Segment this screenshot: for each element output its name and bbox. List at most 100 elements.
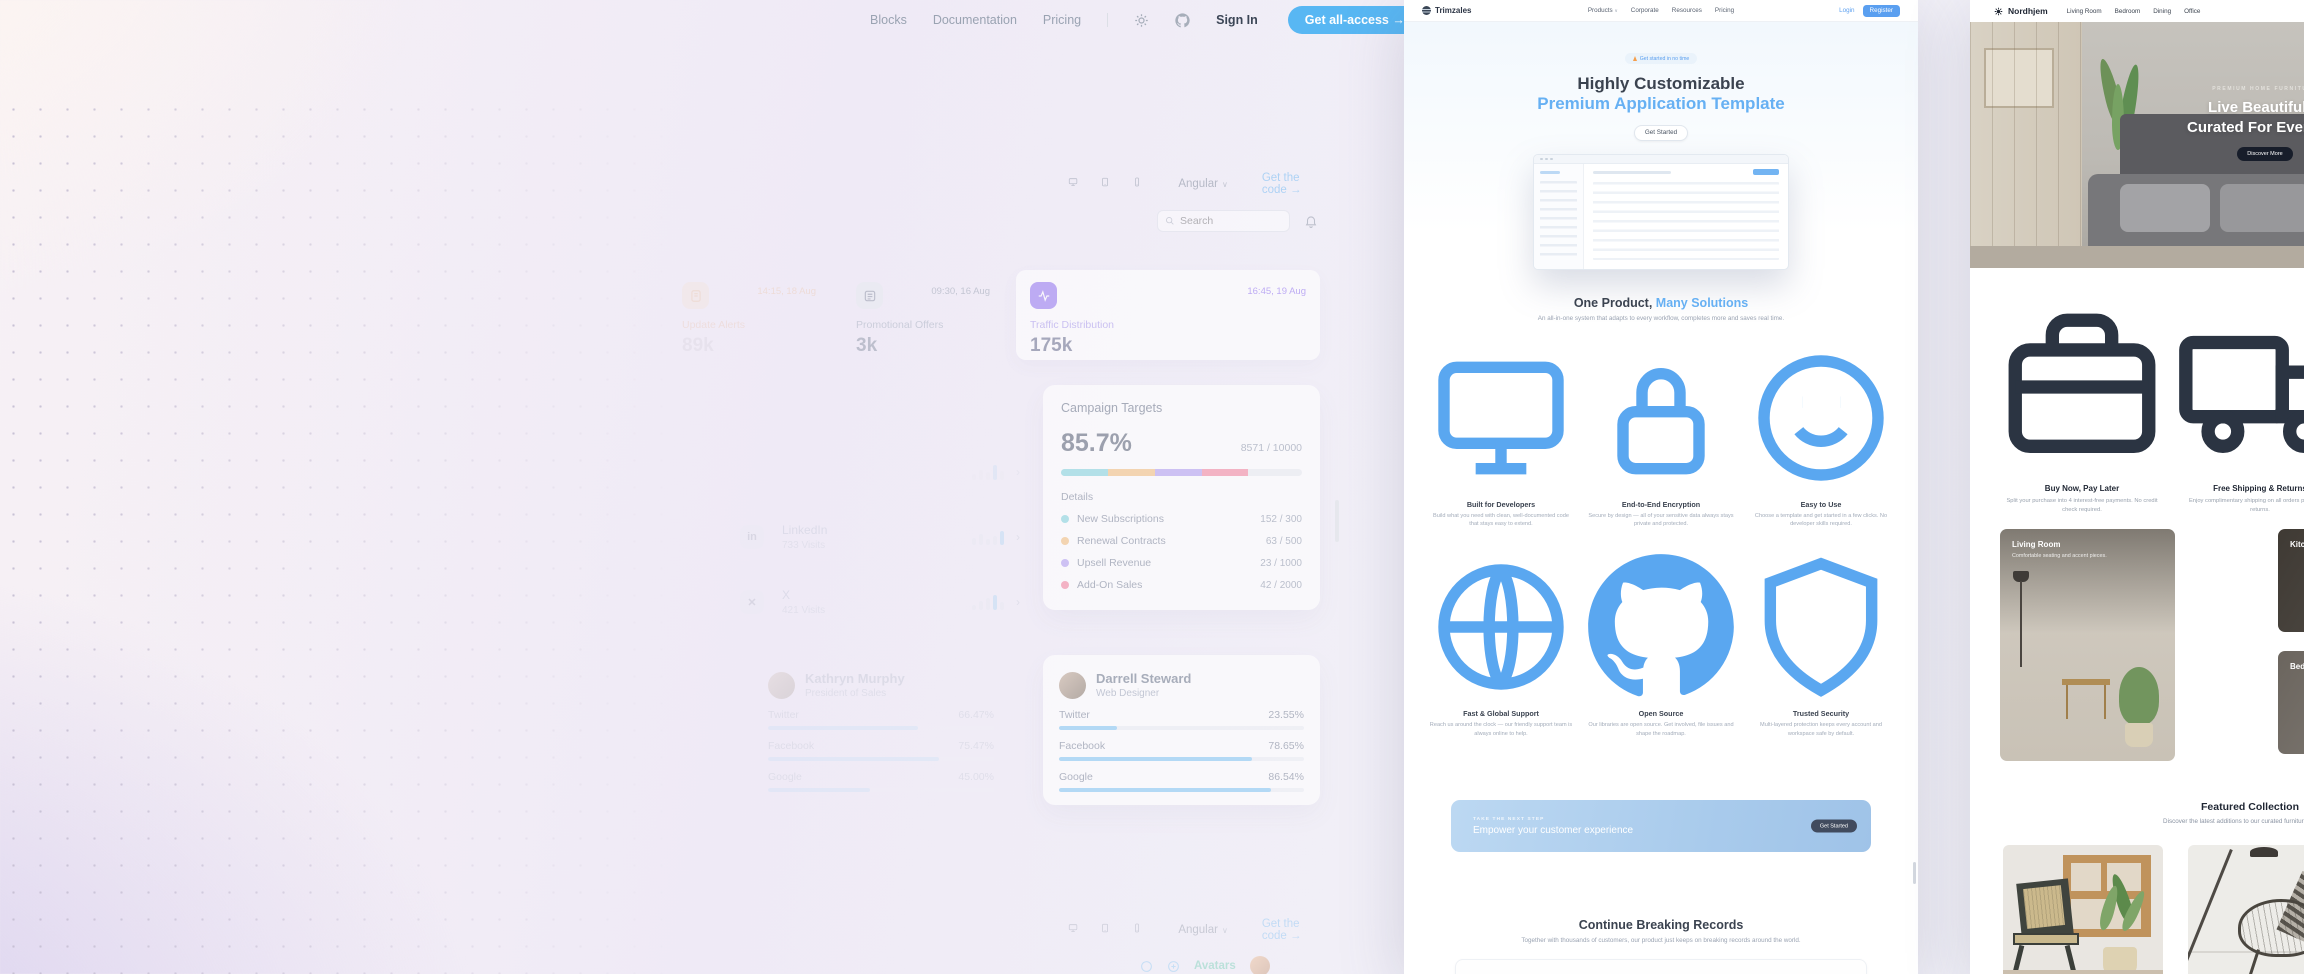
- circle-icon: [1140, 960, 1153, 973]
- product-image: [2003, 844, 2163, 974]
- hero-badge[interactable]: Get started in no time: [1624, 53, 1698, 64]
- get-the-code-link[interactable]: Get the code →: [1261, 172, 1302, 196]
- nav-pricing[interactable]: Pricing: [1042, 13, 1082, 27]
- template-preview-trimzales: Trimzales Products ∨ Corporate Resources…: [1404, 0, 1918, 974]
- app-sidebar-skeleton: [1534, 163, 1584, 269]
- register-button[interactable]: Register: [1862, 4, 1900, 17]
- scrollbar-thumb[interactable]: [1913, 862, 1916, 884]
- mobile-icon[interactable]: [1132, 177, 1142, 191]
- banner-get-started-button[interactable]: Get Started: [1810, 819, 1857, 833]
- progress-fill: [768, 788, 870, 792]
- feature-title: Built for Developers: [1466, 499, 1536, 509]
- hero-title-line2: Premium Application Template: [1537, 94, 1785, 114]
- stat-card: 16:45, 19 Aug Traffic Distribution 175k: [1016, 270, 1320, 360]
- github-icon[interactable]: [1175, 12, 1190, 28]
- category-title: Living Room: [2012, 539, 2061, 549]
- stat-card: 09:30, 16 Aug Promotional Offers 3k: [842, 270, 1004, 360]
- search-input[interactable]: [1180, 215, 1270, 227]
- hero-title-line1: Live Beautifully,: [2208, 99, 2304, 116]
- feature-card: Open Source Our libraries are open sourc…: [1585, 551, 1737, 738]
- trimzales-hero: Get started in no time Highly Customizab…: [1404, 22, 1918, 270]
- tablet-icon[interactable]: [1100, 177, 1110, 191]
- x-icon: ✕: [740, 590, 764, 614]
- profile-card: Darrell Steward Web Designer Twitter 23.5…: [1043, 655, 1320, 805]
- campaign-item-value: 152 / 300: [1260, 513, 1302, 525]
- category-card-kitchen[interactable]: Kitchen: [2278, 528, 2304, 632]
- framework-select[interactable]: Angular: [1178, 178, 1218, 190]
- feature-desc: Secure by design — all of your sensitive…: [1588, 512, 1734, 528]
- chevron-right-icon[interactable]: ›: [1016, 465, 1020, 479]
- hero-title-line1: Highly Customizable: [1577, 74, 1745, 93]
- nordhjem-brand[interactable]: Nordhjem: [2008, 6, 2048, 16]
- feature-card: Free Shipping & Returns Enjoy compliment…: [2171, 298, 2304, 515]
- profile-name: Kathryn Murphy: [805, 671, 905, 686]
- profile-role: President of Sales: [805, 688, 887, 699]
- orange-dot: [1061, 537, 1069, 545]
- nav-dining[interactable]: Dining: [2153, 7, 2172, 15]
- campaign-item-label: Add-On Sales: [1077, 579, 1143, 591]
- product-card[interactable]: Geometric Desk Chair New Natural Cane $3…: [2003, 844, 2163, 974]
- featured-title: Featured Collection: [2200, 800, 2299, 813]
- sign-in-link[interactable]: Sign In: [1216, 13, 1258, 27]
- stat-value: 89k: [682, 335, 714, 356]
- metric-value: 23.55%: [1268, 709, 1304, 721]
- nav-pricing[interactable]: Pricing: [1714, 7, 1735, 14]
- search-row: [1157, 210, 1320, 232]
- nordhjem-hero: PREMIUM HOME FURNITURE Live Beautifully,…: [1970, 22, 2304, 268]
- teal-dot: [1061, 515, 1069, 523]
- campaign-item-value: 42 / 2000: [1260, 579, 1302, 591]
- desktop-icon[interactable]: [1068, 923, 1078, 937]
- nav-bedroom[interactable]: Bedroom: [2114, 7, 2141, 15]
- get-the-code-link[interactable]: Get the code →: [1261, 918, 1302, 942]
- campaign-item-label: New Subscriptions: [1077, 513, 1164, 525]
- avatar: [1059, 671, 1086, 699]
- feature-desc: Split your purchase into 4 interest-free…: [2006, 498, 2158, 513]
- category-title: Bedroom: [2290, 661, 2304, 671]
- progress-track: [1059, 726, 1304, 730]
- campaign-item: Renewal Contracts 63 / 500: [1061, 535, 1302, 547]
- stat-label: Promotional Offers: [856, 319, 944, 331]
- nav-products[interactable]: Products ∨: [1587, 7, 1618, 14]
- nav-office[interactable]: Office: [2184, 7, 2201, 15]
- discover-more-button[interactable]: Discover More: [2237, 147, 2293, 161]
- desktop-icon[interactable]: [1068, 177, 1078, 191]
- nav-documentation[interactable]: Documentation: [932, 13, 1017, 27]
- stat-value: 3k: [856, 335, 878, 356]
- chevron-right-icon[interactable]: ›: [1016, 530, 1020, 544]
- login-link[interactable]: Login: [1839, 7, 1855, 14]
- nav-living-room[interactable]: Living Room: [2066, 7, 2102, 15]
- avatars-label[interactable]: Avatars: [1194, 960, 1236, 972]
- template-preview-nordhjem: Nordhjem Living Room Bedroom Dining Offi…: [1970, 0, 2304, 974]
- profile-name: Darrell Steward: [1096, 671, 1192, 686]
- product-card[interactable]: Wire Frame Lounge Chair Matte Black $425: [2188, 844, 2304, 974]
- category-card-bedroom[interactable]: Bedroom: [2278, 650, 2304, 754]
- search-input-wrap[interactable]: [1157, 210, 1290, 232]
- category-card-living-room[interactable]: Living Room Comfortable seating and acce…: [2000, 528, 2175, 761]
- metric-value: 75.47%: [958, 740, 994, 752]
- segmented-progress-bar: [1061, 469, 1302, 476]
- flame-icon: [1632, 56, 1637, 61]
- theme-toggle-icon[interactable]: [1134, 13, 1149, 28]
- featured-subtitle: Discover the latest additions to our cur…: [2163, 817, 2304, 825]
- feature-title: End-to-End Encryption: [1621, 499, 1701, 509]
- nav-corporate[interactable]: Corporate: [1630, 7, 1659, 14]
- framework-select[interactable]: Angular: [1178, 924, 1218, 936]
- features-grid: Built for Developers Build what you need…: [1425, 342, 1897, 739]
- nordhjem-nav: Living Room Bedroom Dining Office: [2067, 8, 2201, 15]
- bell-icon[interactable]: [1304, 214, 1318, 228]
- metric-label: Google: [1059, 771, 1093, 783]
- search-icon: [1166, 217, 1174, 225]
- nav-blocks[interactable]: Blocks: [870, 13, 907, 27]
- feature-desc: Enjoy complimentary shipping on all orde…: [2188, 498, 2304, 513]
- scrollbar-thumb[interactable]: [1335, 500, 1339, 542]
- get-started-button[interactable]: Get Started: [1633, 124, 1689, 141]
- component-showcase: Angular ∨ Get the code → 14:15, 18 Aug U…: [660, 150, 1320, 974]
- tablet-icon[interactable]: [1100, 923, 1110, 937]
- get-all-access-button[interactable]: Get all-access →: [1287, 6, 1422, 34]
- trimzales-brand[interactable]: Trimzales: [1435, 6, 1472, 15]
- trimzales-nav: Products ∨ Corporate Resources Pricing: [1588, 7, 1734, 14]
- chevron-right-icon[interactable]: ›: [1016, 595, 1020, 609]
- records-stats-card: 83M Rerum natus voluptatem accusantium q…: [1455, 959, 1867, 974]
- mobile-icon[interactable]: [1132, 923, 1142, 937]
- nav-resources[interactable]: Resources: [1671, 7, 1702, 14]
